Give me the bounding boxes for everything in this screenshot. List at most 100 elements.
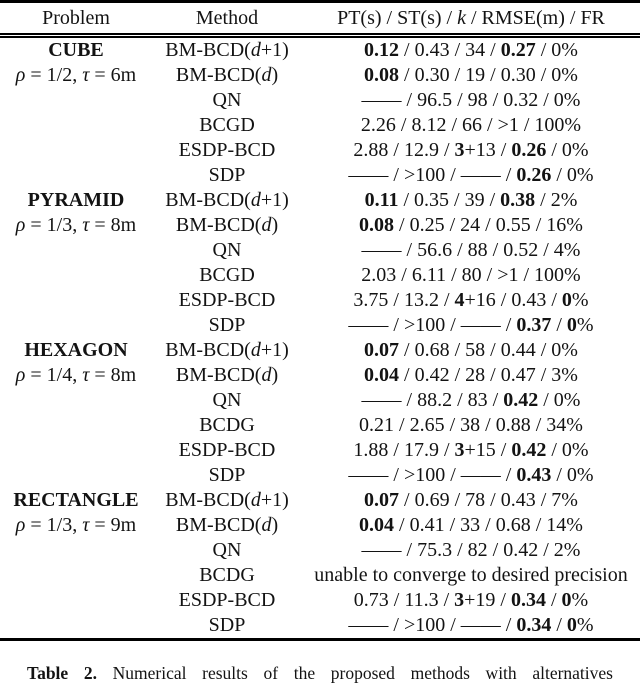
text-segment: —— / 75.3 / 82 / 0.42 / 2% [361,539,581,561]
text-segment: / 0.41 / 33 / 0.68 / 14% [394,514,583,536]
problem-cell: CUBE [0,36,152,64]
values-cell: —— / >100 / —— / 0.26 / 0% [302,163,640,188]
table-row: QN —— / 96.5 / 98 / 0.32 / 0% [0,88,640,113]
text-segment: —— / >100 / —— / [348,164,517,186]
method-cell: BCDG [152,563,302,588]
text-segment: d [261,64,272,86]
text-segment: ρ [15,64,26,86]
text-segment: ESDP-BCD [178,439,276,461]
values-cell: 3.75 / 13.2 / 4+16 / 0.43 / 0% [302,288,640,313]
values-cell: 2.88 / 12.9 / 3+13 / 0.26 / 0% [302,138,640,163]
text-segment: —— / >100 / —— / [348,464,517,486]
text-segment: d [250,39,261,61]
table-row: BCGD 2.03 / 6.11 / 80 / >1 / 100% [0,263,640,288]
table-row: QN —— / 56.6 / 88 / 0.52 / 4% [0,238,640,263]
table-row: HEXAGON BM-BCD(d+1) 0.07 / 0.68 / 58 / 0.4… [0,338,640,363]
problem-cell [0,138,152,163]
values-cell: —— / 88.2 / 83 / 0.42 / 0% [302,388,640,413]
values-cell: 0.04 / 0.41 / 33 / 0.68 / 14% [302,513,640,538]
text-segment: 3 [454,139,465,161]
method-cell: BM-BCD(d+1) [152,188,302,213]
problem-cell [0,88,152,113]
text-segment: / 0% [551,164,594,186]
text-segment: = 1/3, [25,514,83,536]
text-segment: ESDP-BCD [178,289,276,311]
text-segment: d [261,514,272,536]
text-segment: / 0% [538,389,581,411]
text-segment: 0 [566,314,577,336]
text-segment: τ [82,514,90,536]
results-tbody: CUBE BM-BCD(d+1) 0.12 / 0.43 / 34 / 0.27 /… [0,36,640,641]
problem-cell [0,538,152,563]
text-segment: +19 / [464,589,511,611]
text-segment: QN [212,239,242,261]
method-cell: SDP [152,313,302,338]
text-segment: 0.42 [511,439,547,461]
method-cell: BM-BCD(d) [152,63,302,88]
header-problem: Problem [0,0,152,38]
text-segment: d [250,339,261,361]
text-segment: / 0.43 / 34 / [399,39,501,61]
method-cell: BCGD [152,113,302,138]
text-segment: +1) [260,189,289,211]
problem-cell: ρ = 1/3, τ = 8m [0,213,152,238]
text-segment: BM-BCD( [165,489,251,511]
results-table: Problem Method PT(s) / ST(s) / k / RMSE(… [0,0,640,641]
table-row: ρ = 1/3, τ = 9m BM-BCD(d) 0.04 / 0.41 / 33… [0,513,640,538]
problem-cell [0,438,152,463]
method-cell: QN [152,88,302,113]
values-cell: 2.26 / 8.12 / 66 / >1 / 100% [302,113,640,138]
method-cell: BCGD [152,263,302,288]
method-cell: BM-BCD(d+1) [152,338,302,363]
text-segment: / [551,614,567,636]
text-segment: 0.34 [516,614,552,636]
values-cell: —— / >100 / —— / 0.34 / 0% [302,613,640,641]
text-segment: % [576,314,594,336]
method-cell: QN [152,238,302,263]
text-segment: RECTANGLE [13,489,139,511]
method-cell: BM-BCD(d) [152,213,302,238]
text-segment: / 0.42 / 28 / 0.47 / 3% [399,364,578,386]
text-segment: 0.37 [516,314,552,336]
method-cell: QN [152,538,302,563]
header-metrics: PT(s) / ST(s) / k / RMSE(m) / FR [302,0,640,38]
text-segment: % [571,589,589,611]
problem-cell: HEXAGON [0,338,152,363]
table-row: QN —— / 75.3 / 82 / 0.42 / 2% [0,538,640,563]
problem-cell [0,288,152,313]
problem-cell [0,413,152,438]
table-row: SDP —— / >100 / —— / 0.43 / 0% [0,463,640,488]
text-segment: 3 [454,439,465,461]
text-segment: BM-BCD( [175,364,262,386]
text-segment: 0.08 [359,214,395,236]
text-segment: BM-BCD( [165,39,251,61]
problem-cell: RECTANGLE [0,488,152,513]
text-segment: / RMSE(m) / FR [465,6,605,29]
text-segment: ) [271,214,279,236]
text-segment: τ [82,364,90,386]
text-segment: = 9m [89,514,137,536]
method-cell: SDP [152,463,302,488]
text-segment: d [250,189,261,211]
method-cell: BCDG [152,413,302,438]
text-segment: BM-BCD( [175,64,262,86]
text-segment: d [261,214,272,236]
values-cell: 1.88 / 17.9 / 3+15 / 0.42 / 0% [302,438,640,463]
text-segment: BM-BCD( [175,514,262,536]
text-segment: SDP [208,164,246,186]
problem-cell [0,613,152,641]
table-row: SDP —— / >100 / —— / 0.37 / 0% [0,313,640,338]
text-segment: 2.88 / 12.9 / [353,139,455,161]
text-segment: 0.26 [516,164,552,186]
problem-cell [0,238,152,263]
text-segment: / 0.69 / 78 / 0.43 / 7% [399,489,578,511]
problem-cell: PYRAMID [0,188,152,213]
values-cell: 0.12 / 0.43 / 34 / 0.27 / 0% [302,36,640,64]
text-segment: / [551,314,567,336]
values-cell: 0.08 / 0.25 / 24 / 0.55 / 16% [302,213,640,238]
text-segment: +1) [260,39,289,61]
values-cell: 0.07 / 0.68 / 58 / 0.44 / 0% [302,338,640,363]
text-segment: τ [82,64,90,86]
text-segment: CUBE [48,39,104,61]
